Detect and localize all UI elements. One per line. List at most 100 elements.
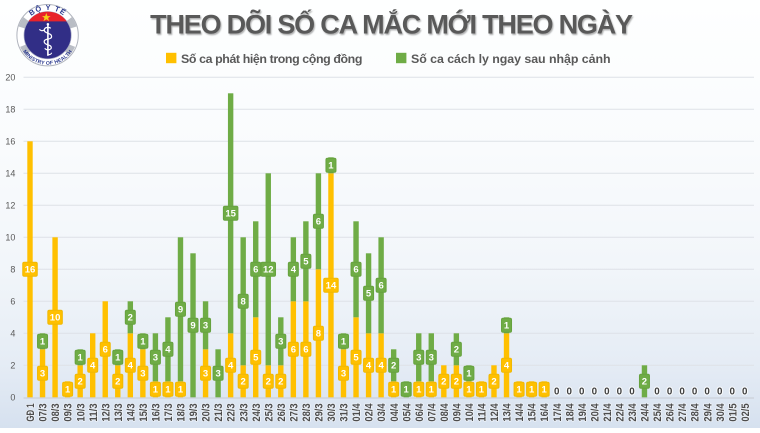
svg-text:0: 0 [554, 386, 560, 397]
svg-text:4: 4 [291, 265, 297, 276]
svg-text:18/4: 18/4 [564, 403, 576, 422]
svg-text:4: 4 [228, 361, 234, 372]
svg-text:13/4: 13/4 [502, 403, 514, 422]
svg-text:2: 2 [454, 377, 459, 388]
svg-text:19/3: 19/3 [188, 403, 200, 421]
svg-text:24/3: 24/3 [251, 403, 263, 421]
svg-text:3: 3 [278, 337, 283, 348]
svg-text:12: 12 [263, 265, 274, 276]
svg-text:3: 3 [140, 369, 145, 380]
svg-text:20: 20 [5, 73, 15, 83]
svg-text:28/4: 28/4 [690, 403, 702, 422]
svg-text:22/3: 22/3 [226, 403, 238, 421]
svg-text:0: 0 [604, 386, 610, 397]
svg-text:0: 0 [654, 386, 660, 397]
svg-text:27/3: 27/3 [288, 403, 300, 421]
svg-text:0: 0 [692, 386, 698, 397]
svg-text:12: 12 [5, 201, 15, 211]
svg-text:5: 5 [353, 353, 359, 364]
svg-text:0: 0 [10, 393, 15, 403]
svg-text:23/3: 23/3 [238, 403, 250, 421]
svg-text:1: 1 [178, 385, 184, 396]
svg-text:2: 2 [642, 377, 647, 388]
svg-text:2: 2 [454, 345, 459, 356]
svg-text:17/4: 17/4 [552, 403, 564, 422]
svg-text:1: 1 [466, 385, 472, 396]
svg-text:15: 15 [225, 209, 236, 220]
svg-text:18: 18 [5, 105, 15, 115]
svg-text:1: 1 [153, 385, 159, 396]
svg-text:0: 0 [629, 386, 635, 397]
svg-text:21/3: 21/3 [213, 403, 225, 421]
svg-text:01/4: 01/4 [351, 403, 363, 422]
svg-text:0: 0 [679, 386, 685, 397]
svg-text:0: 0 [704, 386, 710, 397]
svg-text:1: 1 [328, 161, 334, 172]
svg-text:09/3: 09/3 [63, 403, 75, 421]
svg-text:Số ca phát hiện trong cộng đồn: Số ca phát hiện trong cộng đồng [181, 52, 362, 66]
svg-text:16: 16 [25, 265, 36, 276]
svg-text:4: 4 [10, 329, 15, 339]
svg-text:1: 1 [516, 385, 522, 396]
svg-text:2: 2 [115, 377, 120, 388]
svg-text:29/4: 29/4 [702, 403, 714, 422]
svg-text:10: 10 [5, 233, 15, 243]
svg-text:GĐ 1: GĐ 1 [25, 403, 37, 421]
svg-text:3: 3 [341, 369, 346, 380]
svg-text:4: 4 [366, 361, 372, 372]
svg-text:07/4: 07/4 [426, 403, 438, 422]
svg-text:1: 1 [504, 321, 510, 332]
svg-text:14/4: 14/4 [514, 403, 526, 422]
svg-text:2: 2 [241, 377, 246, 388]
svg-text:21/4: 21/4 [602, 403, 614, 422]
svg-text:4: 4 [165, 345, 171, 356]
svg-text:3: 3 [215, 369, 220, 380]
svg-text:0: 0 [667, 386, 673, 397]
svg-text:6: 6 [10, 297, 15, 307]
svg-text:30/4: 30/4 [715, 403, 727, 422]
svg-text:14: 14 [5, 169, 15, 179]
svg-text:09/4: 09/4 [451, 403, 463, 422]
svg-text:BỘ Y TẾ: BỘ Y TẾ [27, 3, 68, 18]
svg-text:2: 2 [391, 361, 396, 372]
svg-text:6: 6 [303, 345, 308, 356]
svg-text:0: 0 [742, 386, 748, 397]
svg-text:0: 0 [717, 386, 723, 397]
svg-text:23/4: 23/4 [627, 403, 639, 422]
svg-text:THEO DÕI SỐ CA MẮC MỚI THEO NG: THEO DÕI SỐ CA MẮC MỚI THEO NGÀY [150, 8, 633, 40]
svg-text:6: 6 [316, 217, 321, 228]
svg-text:6: 6 [378, 281, 383, 292]
svg-text:18/3: 18/3 [176, 403, 188, 421]
svg-text:08/4: 08/4 [439, 403, 451, 422]
svg-text:1: 1 [529, 385, 535, 396]
svg-text:12/4: 12/4 [489, 403, 501, 422]
svg-text:10: 10 [50, 313, 61, 324]
svg-text:3: 3 [203, 369, 208, 380]
svg-text:6: 6 [253, 265, 258, 276]
svg-text:05/4: 05/4 [401, 403, 413, 422]
svg-text:1: 1 [391, 385, 397, 396]
svg-text:0: 0 [566, 386, 572, 397]
svg-text:9: 9 [190, 321, 195, 332]
svg-text:2: 2 [10, 361, 15, 371]
svg-text:01/5: 01/5 [727, 403, 739, 421]
svg-text:1: 1 [429, 385, 435, 396]
svg-text:1: 1 [40, 337, 46, 348]
svg-text:3: 3 [153, 353, 158, 364]
svg-text:10/3: 10/3 [75, 403, 87, 421]
svg-text:22/4: 22/4 [614, 403, 626, 422]
svg-text:26/3: 26/3 [276, 403, 288, 421]
svg-text:16: 16 [5, 137, 15, 147]
svg-text:08/3: 08/3 [50, 403, 62, 421]
svg-text:25/3: 25/3 [263, 403, 275, 421]
svg-text:1: 1 [341, 337, 347, 348]
svg-text:3: 3 [429, 353, 434, 364]
svg-text:6: 6 [291, 345, 296, 356]
svg-text:9: 9 [178, 305, 183, 316]
svg-text:3: 3 [40, 369, 45, 380]
svg-text:2: 2 [441, 377, 446, 388]
svg-text:8: 8 [10, 265, 15, 275]
svg-text:1: 1 [541, 385, 547, 396]
svg-text:07/3: 07/3 [38, 403, 50, 421]
svg-text:2: 2 [78, 377, 83, 388]
